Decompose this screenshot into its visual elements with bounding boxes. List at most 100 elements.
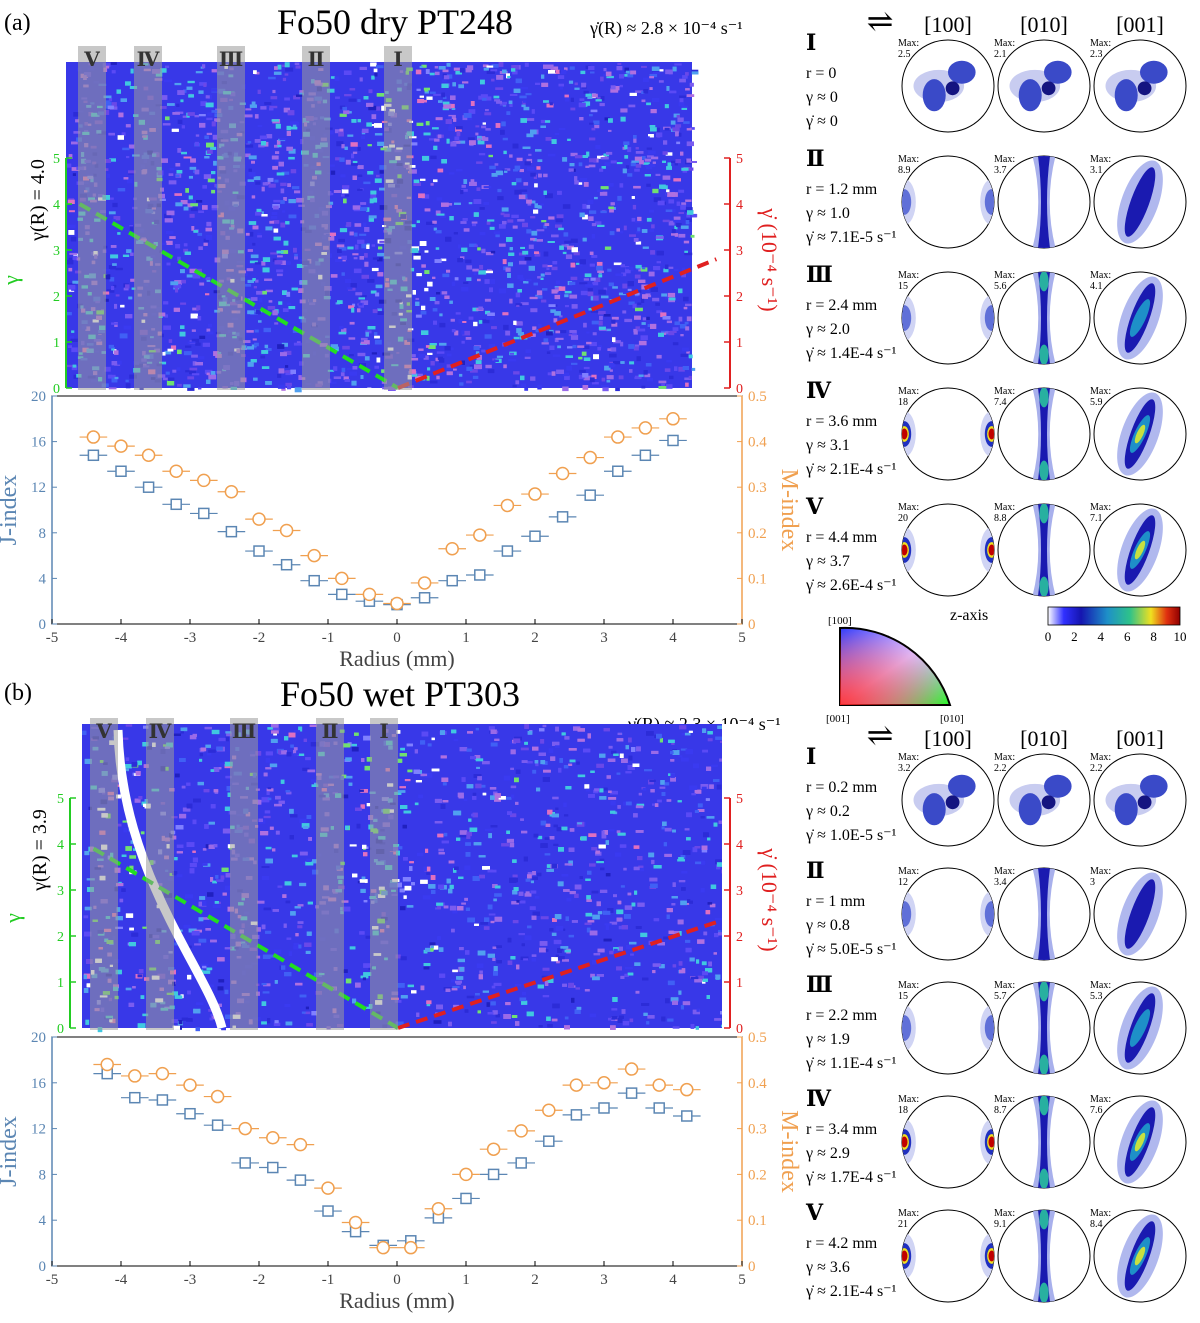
grain bbox=[662, 316, 671, 320]
grain bbox=[554, 337, 559, 343]
grain bbox=[501, 207, 509, 212]
grain bbox=[472, 223, 477, 227]
grain bbox=[588, 164, 596, 168]
grain bbox=[108, 265, 117, 270]
grain bbox=[595, 99, 602, 102]
grain bbox=[125, 81, 131, 86]
grain bbox=[165, 371, 170, 375]
grain bbox=[541, 220, 547, 223]
j-index-point bbox=[446, 574, 458, 587]
grain bbox=[688, 167, 694, 171]
grain bbox=[129, 374, 137, 379]
axis-tick-label: 4 bbox=[53, 198, 60, 213]
grain bbox=[634, 375, 642, 379]
grain bbox=[255, 279, 259, 283]
grain bbox=[638, 279, 646, 283]
grain bbox=[248, 172, 256, 177]
grain bbox=[600, 96, 605, 101]
grain bbox=[610, 160, 617, 164]
grain bbox=[343, 194, 350, 197]
grain bbox=[599, 168, 604, 172]
grain bbox=[503, 364, 507, 369]
grain bbox=[273, 233, 278, 236]
y-tick-label: 0 bbox=[39, 617, 47, 633]
grain bbox=[536, 290, 543, 296]
grain bbox=[71, 141, 78, 145]
grain bbox=[114, 376, 119, 380]
grain bbox=[341, 189, 349, 194]
j-index-point bbox=[612, 465, 624, 477]
grain bbox=[590, 277, 596, 281]
grain bbox=[486, 65, 494, 68]
grain bbox=[176, 367, 181, 371]
grain bbox=[104, 110, 110, 115]
grain bbox=[453, 117, 457, 122]
grain bbox=[624, 318, 633, 323]
grain bbox=[485, 270, 493, 274]
grain bbox=[668, 332, 675, 336]
grain bbox=[551, 139, 557, 144]
grain bbox=[530, 333, 536, 337]
grain bbox=[102, 63, 111, 67]
grain bbox=[646, 147, 652, 150]
grain bbox=[665, 69, 673, 75]
grain bbox=[300, 139, 304, 145]
grain bbox=[534, 252, 541, 257]
grain bbox=[612, 337, 616, 342]
grain bbox=[579, 98, 585, 101]
grain bbox=[204, 135, 209, 139]
grain bbox=[429, 138, 437, 141]
grain bbox=[512, 225, 518, 229]
grain bbox=[339, 228, 348, 233]
grain bbox=[418, 348, 424, 351]
grain bbox=[646, 155, 654, 158]
grain bbox=[352, 253, 359, 256]
grain bbox=[482, 122, 486, 125]
grain bbox=[187, 341, 196, 344]
grain bbox=[285, 370, 291, 376]
grain bbox=[542, 264, 548, 268]
grain bbox=[66, 259, 74, 265]
grain bbox=[449, 124, 454, 129]
grain bbox=[678, 288, 683, 294]
grain bbox=[622, 168, 627, 174]
grain bbox=[641, 99, 646, 103]
grain bbox=[258, 144, 265, 148]
grain bbox=[351, 119, 357, 123]
grain bbox=[550, 309, 556, 313]
grain bbox=[420, 311, 427, 315]
grain bbox=[591, 223, 597, 227]
grain bbox=[593, 120, 600, 125]
grain bbox=[261, 366, 270, 369]
grain bbox=[685, 207, 693, 212]
grain bbox=[263, 327, 271, 333]
axis-tick-label: 5 bbox=[53, 152, 60, 167]
grain bbox=[377, 308, 382, 313]
grain bbox=[606, 75, 614, 79]
grain bbox=[652, 161, 656, 164]
grain bbox=[551, 371, 556, 376]
grain bbox=[580, 290, 588, 296]
grain bbox=[620, 116, 626, 122]
grain bbox=[642, 317, 647, 321]
grain bbox=[633, 138, 637, 143]
grain bbox=[505, 267, 511, 272]
grain bbox=[357, 352, 366, 357]
grain bbox=[599, 103, 605, 107]
grain bbox=[671, 233, 678, 236]
grain bbox=[172, 369, 177, 373]
grain bbox=[374, 123, 382, 128]
grain bbox=[341, 144, 345, 149]
grain bbox=[333, 366, 338, 371]
grain bbox=[657, 200, 665, 206]
grain bbox=[524, 161, 531, 166]
grain bbox=[625, 70, 630, 74]
grain bbox=[255, 211, 262, 216]
grain bbox=[512, 143, 519, 149]
grain bbox=[668, 297, 676, 301]
grain bbox=[346, 287, 353, 290]
axis-title: γ̇ (10⁻⁴ s⁻¹) bbox=[757, 207, 782, 311]
grain bbox=[435, 117, 443, 121]
grain bbox=[413, 182, 421, 186]
grain bbox=[277, 255, 283, 258]
